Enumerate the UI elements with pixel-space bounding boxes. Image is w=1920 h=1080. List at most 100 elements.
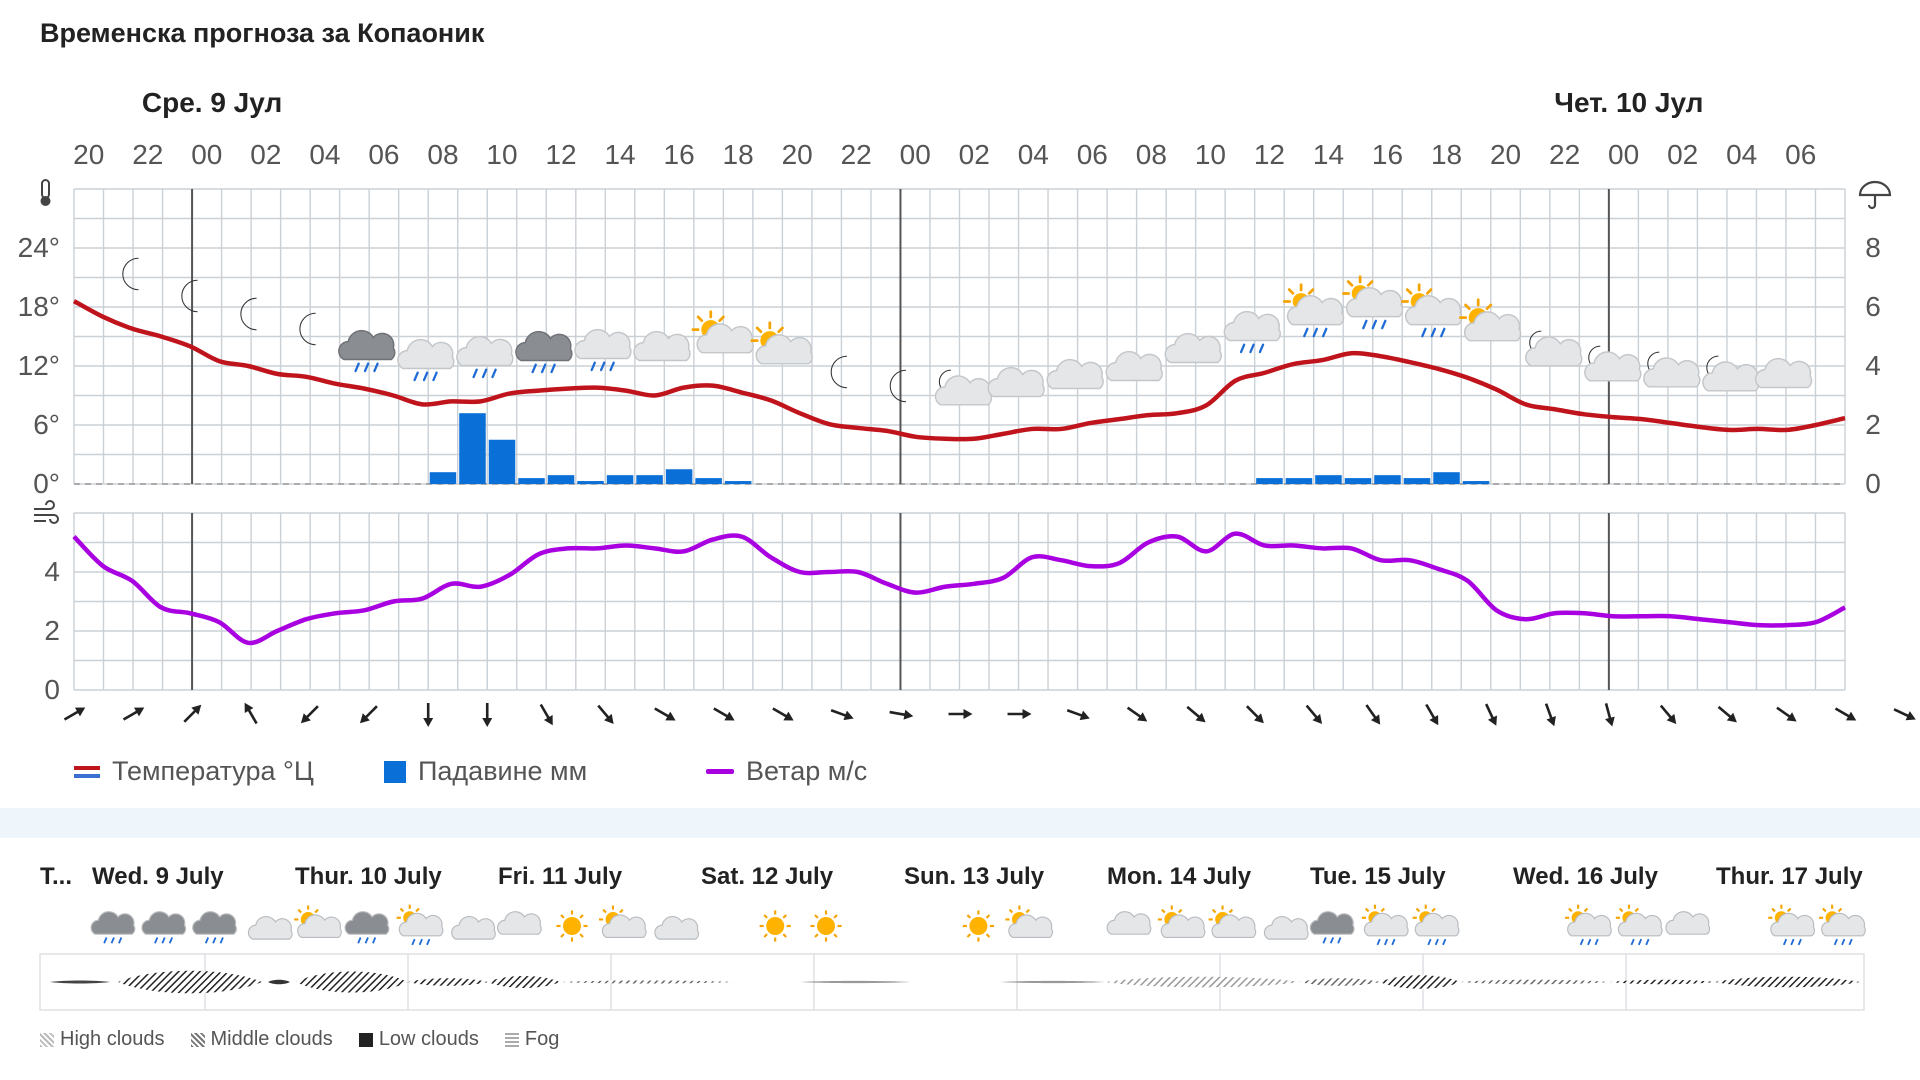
rain-icon (1309, 911, 1355, 944)
sun-ray (1025, 908, 1030, 914)
moon-icon (299, 312, 316, 346)
day-label: Сре. 9 Јул (142, 87, 282, 118)
moon-shape (122, 257, 139, 291)
hour-label: 00 (900, 139, 931, 170)
wind-direction-arrow (183, 704, 202, 723)
cloud-shape (451, 916, 496, 940)
cloud-shape (1046, 358, 1104, 390)
cloud-band (1380, 975, 1460, 989)
cloud-icon (1105, 350, 1163, 382)
rain-drop (1376, 938, 1381, 946)
sun-ray (579, 933, 584, 938)
legend-wind-label: Ветар м/с (746, 756, 868, 786)
rain-drop (1322, 937, 1327, 944)
weather-symbols (122, 257, 1813, 406)
cloud-legend-low: Low clouds (358, 1028, 479, 1051)
hour-label: 12 (1254, 139, 1285, 170)
sun-ray (718, 315, 725, 323)
weekly-day-label: Sun. 13 July (904, 863, 1045, 890)
sun-ray (1583, 907, 1589, 913)
moon-icon (889, 369, 906, 403)
cloud-band (1460, 979, 1610, 985)
hour-label: 14 (1313, 139, 1344, 170)
rain-icon (515, 330, 573, 374)
sun-ray (1822, 907, 1827, 913)
moon-shape (57, 915, 68, 937)
wind-direction-arrow (1717, 705, 1737, 723)
rain-drop (1371, 319, 1378, 330)
rain-drop (204, 937, 210, 944)
rain-drop (1430, 327, 1437, 338)
hour-label: 18 (723, 139, 754, 170)
sun-rain-icon (1768, 904, 1816, 946)
precip-bar (1315, 475, 1342, 484)
cloud-shape (755, 334, 813, 365)
hour-label: 16 (664, 139, 695, 170)
sun-ray (399, 907, 405, 913)
sun-ray (1618, 907, 1624, 913)
rain-icon (344, 911, 390, 944)
rain-drop (103, 937, 108, 944)
precip-tick: 0 (1865, 468, 1881, 499)
cloud-shape (1223, 310, 1281, 342)
cloud-shape (1160, 914, 1206, 939)
legend-temperature-label: Температура °Ц (112, 756, 314, 786)
sun-rain-icon (1412, 904, 1460, 946)
temperature-line (72, 299, 1846, 442)
cloud-legend-middle-label: Middle clouds (210, 1028, 333, 1050)
rain-drop (1391, 938, 1396, 946)
cloud-shape (1211, 914, 1257, 939)
cloud-shape (1345, 287, 1404, 318)
wind-direction-arrow (1245, 705, 1264, 724)
wind-direction-arrow (1893, 708, 1916, 721)
sun-ray (1346, 280, 1354, 287)
sun-ray (1464, 303, 1471, 311)
precip-bar (1344, 478, 1372, 484)
weekly-day-label: Sat. 12 July (701, 863, 834, 890)
moon-icon (869, 915, 881, 937)
rain-drop (1258, 343, 1265, 354)
moon-shape (1479, 915, 1491, 937)
sun-ray (1287, 288, 1295, 295)
precip-bar (459, 413, 486, 484)
cloud-shape (1821, 912, 1866, 937)
sun-disc (816, 916, 836, 936)
section-divider (0, 808, 1920, 838)
rain-drop (1833, 938, 1838, 946)
sun-ray (696, 315, 704, 323)
rain-drop (481, 368, 488, 379)
moon-cloud-icon (1263, 912, 1309, 940)
hour-label: 20 (1490, 139, 1521, 170)
cloud-shape (141, 911, 187, 935)
arrow-head (1137, 712, 1148, 722)
hour-label: 22 (1549, 139, 1580, 170)
arrow-head (1726, 712, 1737, 723)
rain-drop (1594, 938, 1599, 946)
precip-tick: 2 (1865, 409, 1881, 440)
moon-icon (57, 915, 68, 937)
cloud-shape (1525, 336, 1583, 367)
moon-cloud-icon (654, 912, 700, 940)
precip-bar (1374, 475, 1401, 484)
sun-disc (766, 916, 785, 936)
wind-icon-lines (34, 500, 59, 524)
rain-drop (1848, 938, 1853, 946)
cloud-icon (1754, 357, 1813, 389)
sun-rain-icon (1615, 904, 1663, 946)
arrow-head (665, 711, 676, 721)
rain-drop (1321, 327, 1328, 338)
rain-drop (110, 937, 115, 944)
wind-direction-arrow (423, 703, 434, 727)
rain-drop (373, 362, 379, 373)
hour-label: 20 (782, 139, 813, 170)
cloud-shape (1164, 332, 1222, 364)
legend-precipitation: Падавине мм (384, 756, 587, 787)
cloud-shape (90, 911, 136, 935)
sun-ray (782, 933, 787, 938)
wind-swatch (706, 769, 734, 774)
weekly-day-label: Tue. 15 July (1310, 863, 1446, 890)
sun-icon (962, 910, 994, 942)
hour-label: 00 (1608, 139, 1639, 170)
moon-icon (1733, 915, 1745, 937)
cloud-legend-fog: Fog (504, 1028, 559, 1051)
